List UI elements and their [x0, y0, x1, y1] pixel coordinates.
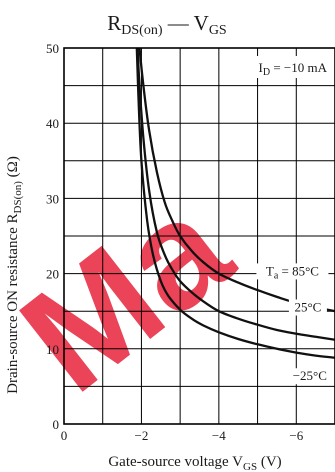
series-group [135, 47, 335, 359]
y-axis-label: Drain-source ON resistance RDS(on) (Ω) [5, 156, 24, 394]
y-tick-label: 40 [46, 116, 59, 131]
y-tick-label: 20 [46, 267, 59, 282]
x-tick-label: −4 [212, 428, 226, 443]
x-axis-label: Gate-source voltage VGS (V) [108, 454, 281, 472]
y-tick-label: 0 [53, 417, 60, 432]
watermark: Ma [0, 161, 260, 423]
series-labels: Ta = 85°C 25°C −25°C [256, 263, 332, 385]
series-line-0 [138, 47, 335, 313]
series-label-0: Ta = 85°C [266, 263, 319, 281]
y-tick-label: 30 [46, 191, 59, 206]
grid [64, 48, 335, 424]
x-tick-label: −2 [135, 428, 149, 443]
chart-title: RDS(on) — VGS [107, 11, 226, 38]
series-line-2 [135, 47, 335, 359]
svg-text:Ma: Ma [0, 161, 260, 423]
series-label-2: −25°C [293, 368, 327, 383]
tick-labels: 0 −2 −4 −6 0 10 20 30 40 50 [46, 41, 304, 443]
y-tick-label: 10 [46, 342, 59, 357]
x-tick-label: −6 [289, 428, 303, 443]
y-tick-label: 50 [46, 41, 59, 56]
plot-frame [63, 47, 335, 425]
condition-background [249, 56, 332, 78]
condition-label: ID = −10 mA [259, 60, 328, 78]
series-label-bg [288, 299, 327, 316]
series-label-bg [287, 368, 332, 385]
series-label-1: 25°C [294, 300, 321, 315]
x-tick-label: 0 [61, 428, 68, 443]
title-sub1: DS(on) [121, 23, 163, 38]
series-label-bg [256, 263, 329, 280]
series-line-1 [136, 47, 335, 341]
